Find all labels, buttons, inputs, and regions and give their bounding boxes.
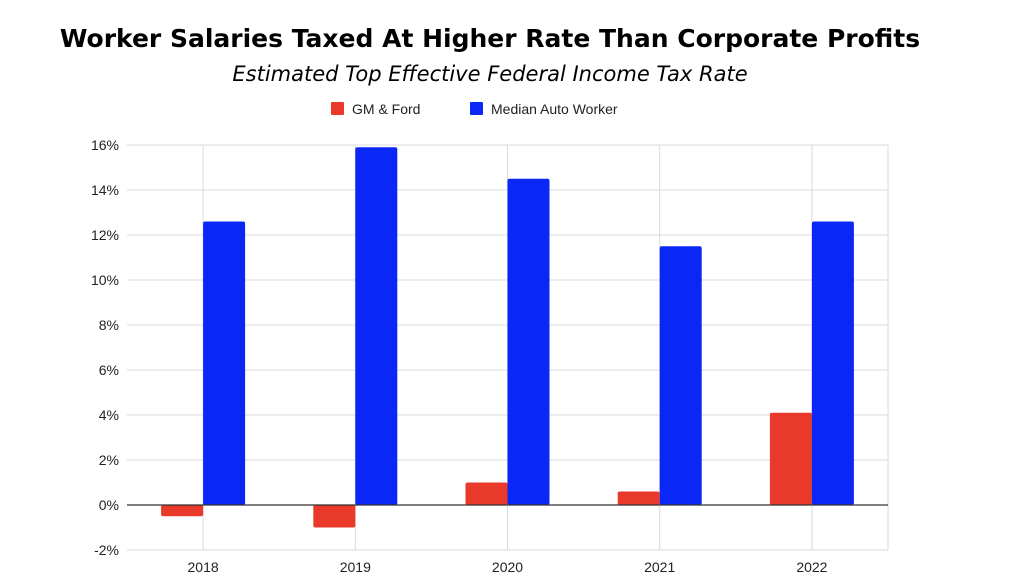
- x-tick-label: 2019: [340, 559, 371, 575]
- y-tick-label: 0%: [99, 497, 119, 513]
- bar-gm-ford-2019: [313, 505, 356, 528]
- y-tick-label: 14%: [91, 182, 119, 198]
- y-tick-label: 12%: [91, 227, 119, 243]
- chart-title: Worker Salaries Taxed At Higher Rate Tha…: [60, 24, 920, 53]
- axes: -2% 0% 2% 4% 6% 8% 10% 12% 14% 16% 2018 2019 2020 202…: [91, 137, 888, 575]
- legend-swatch-median-auto-worker: [470, 102, 483, 115]
- legend-swatch-gm-ford: [331, 102, 344, 115]
- bar-median-auto-worker-2022: [811, 221, 854, 505]
- x-tick-label: 2020: [492, 559, 523, 575]
- bar-gm-ford-2020: [465, 482, 508, 505]
- bar-gm-ford-2022: [769, 412, 812, 505]
- y-tick-label: -2%: [94, 542, 119, 558]
- chart-subtitle: Estimated Top Effective Federal Income T…: [232, 62, 747, 86]
- bar-median-auto-worker-2021: [659, 246, 702, 505]
- x-tick-label: 2018: [188, 559, 219, 575]
- y-tick-label: 8%: [99, 317, 119, 333]
- x-tick-label: 2021: [644, 559, 675, 575]
- bars: [161, 147, 854, 528]
- y-tick-label: 4%: [99, 407, 119, 423]
- legend: GM & Ford Median Auto Worker: [331, 101, 618, 117]
- bar-gm-ford-2021: [617, 491, 660, 505]
- y-tick-label: 16%: [91, 137, 119, 153]
- y-tick-label: 2%: [99, 452, 119, 468]
- bar-median-auto-worker-2020: [507, 178, 550, 505]
- y-tick-label: 6%: [99, 362, 119, 378]
- x-tick-label: 2022: [796, 559, 827, 575]
- bar-median-auto-worker-2019: [355, 147, 398, 505]
- legend-label-gm-ford: GM & Ford: [352, 101, 420, 117]
- y-tick-label: 10%: [91, 272, 119, 288]
- bar-gm-ford-2018: [161, 505, 204, 517]
- bar-median-auto-worker-2018: [203, 221, 246, 505]
- legend-label-median-auto-worker: Median Auto Worker: [491, 101, 618, 117]
